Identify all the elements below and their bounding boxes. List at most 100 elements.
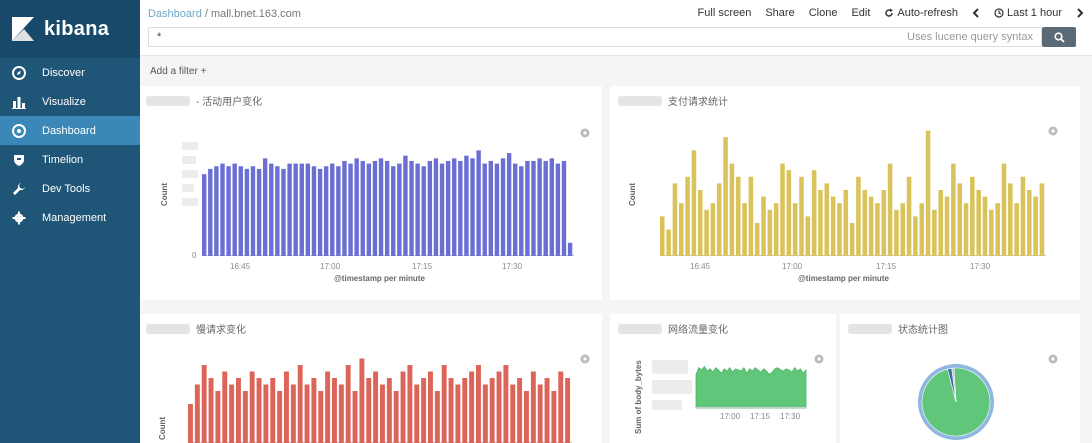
panel-options-icon[interactable] [814, 354, 824, 364]
bar[interactable] [767, 209, 773, 256]
bar[interactable] [906, 176, 912, 256]
bar[interactable] [995, 203, 1000, 256]
bar[interactable] [393, 391, 399, 443]
bar[interactable] [215, 391, 221, 443]
bar[interactable] [445, 160, 451, 256]
bar[interactable] [913, 216, 918, 256]
bar[interactable] [262, 158, 268, 256]
bar[interactable] [434, 391, 440, 443]
bar[interactable] [500, 158, 506, 256]
bar[interactable] [439, 163, 445, 256]
bar[interactable] [297, 365, 303, 443]
bar[interactable] [354, 158, 359, 256]
bar[interactable] [754, 223, 760, 256]
bar[interactable] [837, 203, 842, 256]
bar[interactable] [510, 384, 516, 443]
bar[interactable] [441, 365, 447, 443]
bar[interactable] [332, 378, 337, 443]
bar[interactable] [704, 209, 709, 256]
bar[interactable] [1027, 190, 1032, 256]
bar[interactable] [455, 384, 461, 443]
panel-options-icon[interactable] [580, 354, 590, 364]
bar[interactable] [944, 196, 950, 256]
bar[interactable] [1039, 183, 1045, 256]
bar[interactable] [976, 190, 981, 256]
bar[interactable] [660, 216, 665, 256]
bar[interactable] [862, 190, 868, 256]
bar[interactable] [448, 378, 454, 443]
bar[interactable] [287, 163, 292, 256]
bar[interactable] [469, 371, 475, 443]
bar[interactable] [359, 358, 365, 443]
time-back-button[interactable] [972, 8, 980, 18]
share-button[interactable]: Share [765, 7, 795, 19]
auto-refresh-button[interactable]: Auto-refresh [884, 7, 958, 19]
bar[interactable] [561, 160, 567, 256]
bar[interactable] [900, 203, 906, 256]
bar[interactable] [386, 378, 392, 443]
bar[interactable] [415, 163, 420, 256]
bar[interactable] [558, 371, 564, 443]
bar[interactable] [530, 371, 536, 443]
bar[interactable] [284, 371, 289, 443]
bar[interactable] [496, 371, 502, 443]
bar[interactable] [342, 160, 347, 256]
bar[interactable] [887, 163, 893, 256]
bar[interactable] [244, 168, 250, 256]
bar[interactable] [380, 384, 385, 443]
brand[interactable]: kibana [0, 0, 140, 58]
sidebar-item-discover[interactable]: Discover [0, 58, 140, 87]
bar[interactable] [524, 391, 529, 443]
clone-button[interactable]: Clone [808, 7, 838, 19]
bar[interactable] [470, 158, 475, 256]
panel-options-icon[interactable] [1048, 354, 1058, 364]
bar[interactable] [378, 158, 384, 256]
bar[interactable] [513, 163, 518, 256]
bar[interactable] [723, 137, 728, 256]
bar[interactable] [304, 384, 310, 443]
bar[interactable] [275, 166, 280, 256]
bar[interactable] [366, 163, 372, 256]
bar[interactable] [537, 384, 543, 443]
bar[interactable] [281, 168, 286, 256]
bar[interactable] [742, 203, 747, 256]
bar[interactable] [881, 190, 887, 256]
bar[interactable] [565, 378, 571, 443]
bar[interactable] [336, 166, 341, 256]
bar[interactable] [875, 203, 880, 256]
bar[interactable] [735, 176, 741, 256]
bar[interactable] [710, 203, 716, 256]
bar[interactable] [311, 378, 317, 443]
bar[interactable] [330, 163, 335, 256]
bar[interactable] [208, 168, 213, 256]
bar[interactable] [531, 160, 536, 256]
pie-slice[interactable] [951, 367, 957, 403]
bar[interactable] [544, 378, 550, 443]
bar[interactable] [372, 160, 378, 256]
full-screen-button[interactable]: Full screen [697, 7, 752, 19]
bar[interactable] [269, 163, 274, 256]
bar[interactable] [256, 378, 262, 443]
sidebar-item-timelion[interactable]: Timelion [0, 145, 140, 174]
bar[interactable] [989, 209, 994, 256]
bar[interactable] [345, 365, 351, 443]
bar[interactable] [232, 163, 237, 256]
bar[interactable] [421, 378, 427, 443]
bar[interactable] [226, 166, 231, 256]
bar[interactable] [318, 391, 324, 443]
bar[interactable] [366, 378, 372, 443]
bar[interactable] [919, 203, 924, 256]
bar[interactable] [236, 378, 241, 443]
bar[interactable] [202, 174, 207, 256]
bar[interactable] [761, 196, 766, 256]
bar[interactable] [488, 160, 494, 256]
bar[interactable] [222, 371, 228, 443]
bar[interactable] [299, 163, 304, 256]
bar[interactable] [427, 160, 433, 256]
bar[interactable] [360, 160, 365, 256]
bar[interactable] [555, 163, 561, 256]
sidebar-item-dashboard[interactable]: Dashboard [0, 116, 140, 145]
bar[interactable] [464, 155, 469, 256]
panel-options-icon[interactable] [1048, 126, 1058, 136]
bar[interactable] [551, 391, 557, 443]
